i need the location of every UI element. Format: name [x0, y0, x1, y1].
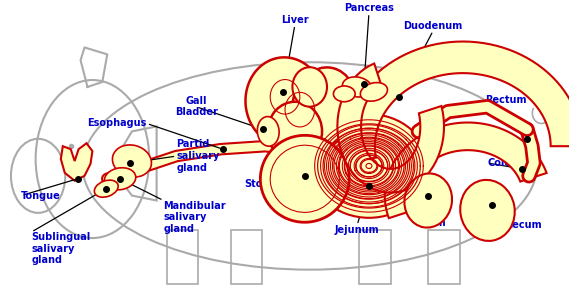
Ellipse shape [343, 77, 372, 97]
Ellipse shape [257, 117, 279, 146]
Text: Liver: Liver [281, 15, 309, 25]
Text: Sublingual
salivary
gland: Sublingual salivary gland [31, 232, 91, 265]
Polygon shape [343, 41, 573, 163]
Ellipse shape [112, 145, 151, 177]
Text: Ileum: Ileum [415, 218, 446, 228]
Ellipse shape [95, 180, 118, 197]
Polygon shape [337, 63, 444, 193]
Ellipse shape [460, 180, 515, 241]
Text: Tongue: Tongue [21, 191, 61, 201]
Text: Pancreas: Pancreas [344, 3, 394, 13]
Ellipse shape [268, 102, 322, 161]
Text: Rectum: Rectum [485, 95, 527, 105]
Text: Gall
Bladder: Gall Bladder [175, 96, 218, 117]
Ellipse shape [292, 67, 327, 107]
Ellipse shape [245, 57, 324, 146]
Bar [359, 230, 391, 285]
Text: Cecum: Cecum [505, 220, 542, 230]
Text: Jejunum: Jejunum [335, 225, 379, 235]
Bar [167, 230, 198, 285]
Ellipse shape [260, 135, 349, 222]
Ellipse shape [104, 168, 136, 190]
Text: Duodenum: Duodenum [403, 21, 463, 31]
Text: Esophagus: Esophagus [87, 119, 147, 128]
Text: Mandibular
salivary
gland: Mandibular salivary gland [163, 201, 226, 234]
Ellipse shape [333, 86, 355, 102]
Bar [428, 230, 460, 285]
Text: Colon: Colon [488, 158, 519, 168]
Ellipse shape [292, 67, 357, 146]
Text: Stomach: Stomach [244, 179, 292, 189]
Polygon shape [385, 122, 547, 218]
Polygon shape [61, 143, 92, 181]
Text: Partid
salivary
gland: Partid salivary gland [176, 139, 220, 173]
Bar [231, 230, 262, 285]
Ellipse shape [310, 114, 428, 218]
Ellipse shape [405, 173, 452, 228]
Ellipse shape [360, 83, 387, 101]
